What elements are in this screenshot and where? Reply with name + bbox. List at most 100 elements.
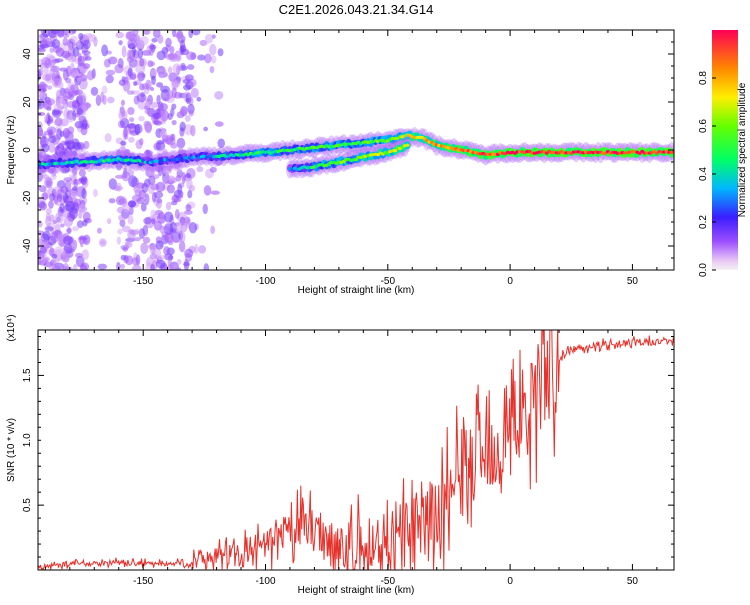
noise-point bbox=[45, 208, 52, 215]
noise-point bbox=[63, 30, 69, 36]
noise-point bbox=[151, 37, 158, 43]
noise-point bbox=[127, 42, 136, 50]
noise-point bbox=[149, 102, 160, 108]
noise-point bbox=[76, 77, 82, 82]
noise-point bbox=[143, 30, 151, 35]
noise-point bbox=[149, 86, 155, 92]
noise-point bbox=[70, 35, 78, 43]
noise-point bbox=[159, 129, 168, 140]
noise-point bbox=[38, 201, 48, 211]
noise-point bbox=[63, 216, 74, 227]
noise-point bbox=[67, 30, 76, 35]
noise-point bbox=[156, 149, 167, 156]
noise-point bbox=[129, 117, 135, 123]
noise-point bbox=[38, 150, 47, 158]
noise-point bbox=[131, 257, 139, 266]
noise-point bbox=[172, 63, 182, 74]
noise-point bbox=[40, 39, 47, 49]
noise-point bbox=[72, 46, 80, 57]
noise-point bbox=[159, 225, 165, 234]
snr-marks bbox=[38, 330, 674, 570]
noise-point bbox=[198, 245, 207, 254]
noise-point bbox=[203, 126, 209, 132]
noise-point bbox=[167, 112, 173, 121]
noise-point bbox=[46, 126, 57, 135]
noise-point bbox=[209, 66, 215, 74]
noise-point bbox=[196, 96, 202, 102]
noise-point bbox=[69, 84, 75, 96]
noise-point bbox=[121, 171, 131, 182]
noise-point bbox=[144, 193, 150, 206]
noise-point bbox=[150, 61, 155, 67]
noise-point bbox=[77, 92, 87, 105]
ridge-core bbox=[354, 157, 358, 162]
noise-point bbox=[156, 50, 166, 61]
noise-point bbox=[60, 186, 69, 194]
noise-point bbox=[159, 212, 165, 223]
noise-point bbox=[54, 212, 64, 224]
noise-point bbox=[125, 31, 133, 40]
noise-point bbox=[165, 201, 172, 211]
noise-point bbox=[123, 126, 128, 138]
noise-point bbox=[45, 212, 51, 222]
noise-point bbox=[214, 121, 224, 127]
noise-point bbox=[48, 200, 54, 209]
noise-point bbox=[95, 94, 102, 107]
noise-point bbox=[168, 177, 178, 184]
y-tick-label: 40 bbox=[22, 48, 33, 60]
noise-point bbox=[78, 210, 83, 219]
noise-point bbox=[47, 85, 53, 90]
spectrogram-ylabel: Frequency (Hz) bbox=[6, 116, 17, 185]
noise-point bbox=[214, 90, 224, 100]
noise-point bbox=[72, 225, 79, 232]
noise-point bbox=[167, 66, 173, 74]
noise-point bbox=[181, 219, 191, 226]
y-tick-label: 1.0 bbox=[22, 433, 33, 447]
x-tick-label: 0 bbox=[507, 276, 513, 287]
noise-point bbox=[38, 89, 44, 99]
noise-point bbox=[86, 70, 95, 81]
noise-point bbox=[183, 261, 191, 267]
noise-point bbox=[154, 120, 163, 126]
snr-frame bbox=[37, 329, 675, 571]
noise-point bbox=[144, 120, 152, 132]
ridge-core bbox=[429, 140, 434, 144]
noise-point bbox=[49, 247, 55, 256]
noise-point bbox=[101, 85, 108, 94]
ridge-core bbox=[405, 143, 410, 147]
noise-point bbox=[102, 94, 107, 105]
noise-point bbox=[176, 137, 186, 149]
noise-point bbox=[75, 252, 83, 259]
noise-point bbox=[59, 203, 65, 212]
noise-point bbox=[203, 263, 210, 270]
noise-point bbox=[101, 44, 109, 57]
noise-point bbox=[157, 34, 164, 44]
noise-point bbox=[127, 200, 137, 208]
noise-point bbox=[188, 222, 198, 234]
noise-point bbox=[145, 79, 152, 91]
noise-point bbox=[48, 193, 56, 202]
noise-point bbox=[98, 238, 107, 248]
colorbar-gradient bbox=[712, 30, 738, 270]
noise-point bbox=[203, 185, 212, 196]
noise-point bbox=[118, 109, 128, 122]
noise-point bbox=[152, 260, 158, 270]
noise-point bbox=[186, 51, 196, 61]
noise-point bbox=[166, 89, 174, 99]
noise-point bbox=[119, 219, 126, 227]
noise-point bbox=[127, 106, 135, 116]
noise-point bbox=[81, 188, 87, 199]
noise-point bbox=[51, 253, 58, 259]
noise-point bbox=[56, 193, 63, 202]
noise-point bbox=[138, 115, 145, 122]
noise-point bbox=[139, 83, 145, 91]
noise-point bbox=[167, 257, 172, 268]
noise-point bbox=[73, 198, 82, 207]
noise-point bbox=[105, 74, 114, 84]
snr-panel: -150 -100 -50 0 50 0.5 1.0 1.5 Height of straig… bbox=[6, 314, 675, 596]
noise-point bbox=[48, 30, 57, 39]
spectrogram-xlabel: Height of straight line (km) bbox=[298, 285, 415, 296]
noise-point bbox=[176, 259, 182, 265]
noise-point bbox=[133, 81, 138, 86]
